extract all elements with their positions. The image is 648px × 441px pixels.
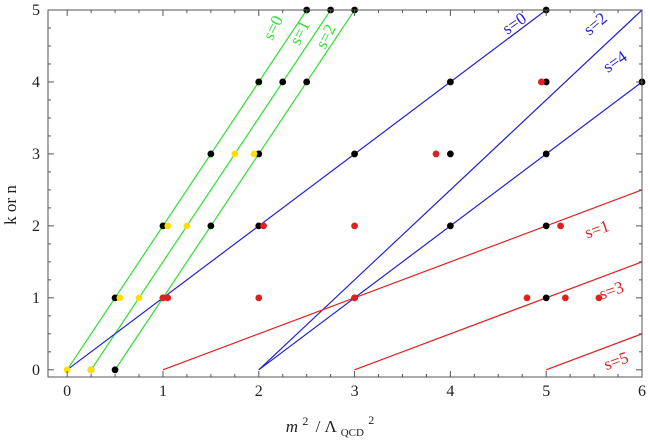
x-axis-label-sub: QCD [341, 427, 364, 439]
black-point [207, 150, 215, 158]
y-tick-label: 0 [32, 362, 40, 379]
y-tick-label: 4 [32, 74, 40, 91]
black-point [279, 78, 287, 86]
black-point [111, 294, 119, 302]
y-tick-label: 2 [32, 218, 40, 235]
x-axis-label: m 2 / Λ QCD 2 [286, 410, 374, 440]
x-tick-label: 4 [446, 383, 454, 400]
black-point [542, 222, 550, 230]
red-point [557, 222, 564, 230]
black-point [542, 294, 550, 302]
black-point [255, 78, 263, 86]
red-point [159, 294, 167, 302]
red-point [432, 150, 440, 158]
x-tick-label: 5 [542, 383, 550, 400]
yellow-point [164, 222, 172, 230]
y-tick-label: 5 [32, 2, 40, 19]
red-point [255, 294, 263, 302]
yellow-point [116, 294, 124, 302]
black-point [446, 222, 454, 230]
black-point [446, 150, 454, 158]
red-point [351, 222, 358, 230]
black-point [542, 150, 550, 158]
x-tick-label: 0 [63, 383, 71, 400]
red-point [351, 294, 358, 302]
red-point [595, 294, 603, 302]
x-tick-label: 6 [638, 383, 646, 400]
y-tick-label: 3 [32, 146, 40, 163]
red-line-s-1 [162, 189, 642, 371]
black-point [255, 222, 263, 230]
black-point [207, 222, 215, 230]
x-axis-ticks: 0 1 2 3 4 5 6 [63, 10, 646, 400]
green-line-s-1 [90, 10, 332, 371]
black-point [446, 78, 454, 86]
x-axis-label-lambda: / Λ [316, 417, 338, 436]
red-point [538, 78, 545, 86]
plot-frame [47, 9, 643, 378]
y-axis-ticks: 0 1 2 3 4 5 [32, 2, 642, 379]
red-line-s-3 [354, 261, 642, 371]
y-tick-label: 1 [32, 290, 40, 307]
black-point [255, 150, 263, 158]
black-point [351, 150, 358, 158]
red-point [164, 294, 172, 302]
black-point [303, 78, 311, 86]
x-tick-label: 3 [351, 383, 359, 400]
red-line-s-5 [545, 333, 642, 371]
x-axis-label-m: m [286, 417, 298, 436]
x-axis-label-exp2: 2 [368, 413, 374, 427]
yellow-point [250, 150, 258, 158]
yellow-point [231, 150, 239, 158]
red-point [523, 294, 531, 302]
black-point [159, 222, 167, 230]
red-point [260, 222, 267, 230]
yellow-point [87, 366, 95, 374]
x-tick-label: 2 [255, 383, 263, 400]
yellow-point [183, 222, 191, 230]
x-axis-label-exp: 2 [302, 414, 308, 428]
black-point [111, 366, 119, 374]
green-line-s-2 [114, 10, 356, 371]
x-tick-label: 1 [159, 383, 167, 400]
y-axis-label: k or n [1, 185, 20, 225]
red-point [561, 294, 569, 302]
chart-points [63, 6, 646, 374]
yellow-point [63, 366, 71, 374]
yellow-point [135, 294, 143, 302]
black-point [542, 78, 550, 86]
